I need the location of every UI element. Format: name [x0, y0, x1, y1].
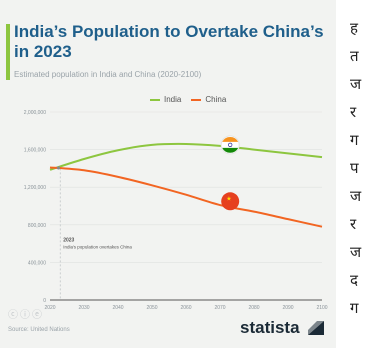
india-flag-chakra — [228, 142, 233, 147]
chart-legend: India China — [150, 95, 226, 104]
x-tick-label: 2070 — [214, 305, 225, 311]
license-icons: ⓒⓘⓔ — [8, 310, 44, 321]
margin-glyph: प — [350, 159, 359, 177]
legend-item-india: India — [150, 95, 181, 104]
india-flag-saffron — [222, 137, 239, 142]
series-line-china — [49, 166, 323, 228]
title-accent-bar — [6, 24, 10, 80]
legend-label-china: China — [205, 95, 227, 104]
x-tick-label: 2100 — [316, 305, 327, 311]
x-tick-label: 2050 — [146, 305, 157, 311]
legend-item-china: China — [191, 95, 226, 104]
source-note: Source: United Nations — [8, 327, 70, 333]
y-tick-label: 1,200,000 — [24, 185, 46, 191]
y-tick-label: 400,000 — [28, 260, 46, 266]
crossover-marker — [56, 166, 61, 170]
statista-logo-icon — [308, 321, 324, 335]
series-line-india — [49, 142, 323, 171]
margin-glyph: र — [350, 215, 357, 233]
y-tick-label: 0 — [43, 298, 46, 304]
margin-glyph: ह — [350, 19, 358, 37]
x-tick-label: 2060 — [180, 305, 191, 311]
annotation-year: 2023 — [63, 238, 74, 244]
margin-glyph: ज — [350, 187, 362, 205]
x-tick-label: 2040 — [112, 305, 123, 311]
margin-glyph: ग — [350, 131, 359, 149]
x-tick-label: 2080 — [248, 305, 259, 311]
legend-swatch-india — [150, 98, 160, 101]
statista-logo: statista — [240, 318, 300, 337]
chart-title: India’s Population to Overtake China’s i… — [14, 22, 324, 61]
margin-glyph: द — [350, 271, 358, 289]
x-tick-label: 2090 — [282, 305, 293, 311]
margin-glyph: र — [350, 103, 357, 121]
chart-subtitle: Estimated population in India and China … — [14, 70, 202, 79]
annotation-text: India's population overtakes China — [63, 245, 132, 250]
x-tick-label: 2020 — [44, 305, 55, 311]
x-tick-label: 2030 — [78, 305, 89, 311]
margin-glyph: ज — [350, 243, 362, 261]
y-tick-label: 800,000 — [28, 223, 46, 229]
margin-glyph: त — [350, 47, 359, 65]
legend-label-india: India — [164, 95, 182, 104]
china-flag-icon — [221, 192, 240, 211]
legend-swatch-china — [191, 98, 202, 101]
population-line-chart: 0 400,000 800,000 1,200,000 1,600,000 2,000,0… — [24, 110, 328, 311]
infographic-card: India’s Population to Overtake China’s i… — [0, 0, 336, 348]
y-tick-label: 1,600,000 — [24, 148, 46, 154]
margin-glyph: ग — [350, 299, 359, 317]
china-flag-star: ★ — [226, 195, 231, 202]
india-flag-green — [222, 147, 239, 153]
y-tick-label: 2,000,000 — [24, 110, 46, 116]
margin-glyph: ज — [350, 75, 362, 93]
